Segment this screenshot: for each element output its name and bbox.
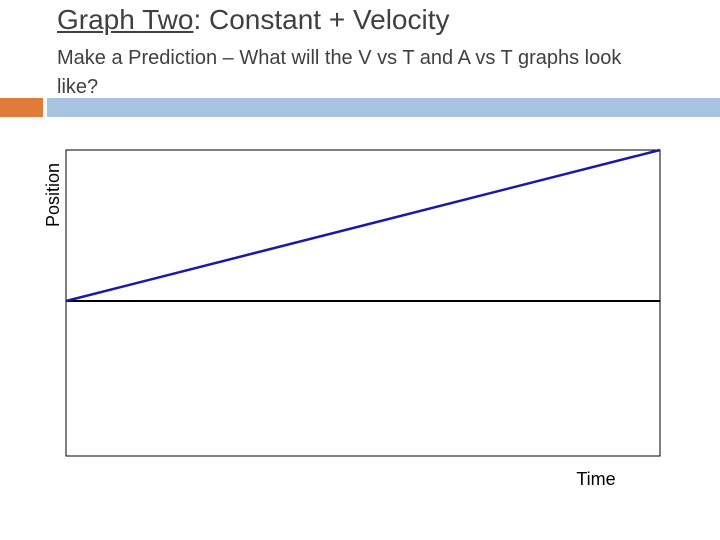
y-axis-label: Position	[43, 163, 63, 227]
title-underlined: Graph Two	[57, 4, 194, 35]
title: Graph Two: Constant + Velocity	[57, 4, 450, 36]
accent-bar	[0, 98, 43, 117]
divider-bar	[47, 98, 720, 117]
subtitle: Make a Prediction – What will the V vs T…	[57, 47, 622, 98]
position-line	[65, 148, 661, 303]
graph-frame	[65, 149, 661, 457]
x-axis-label: Time	[576, 469, 615, 489]
title-rest: : Constant + Velocity	[193, 4, 450, 35]
